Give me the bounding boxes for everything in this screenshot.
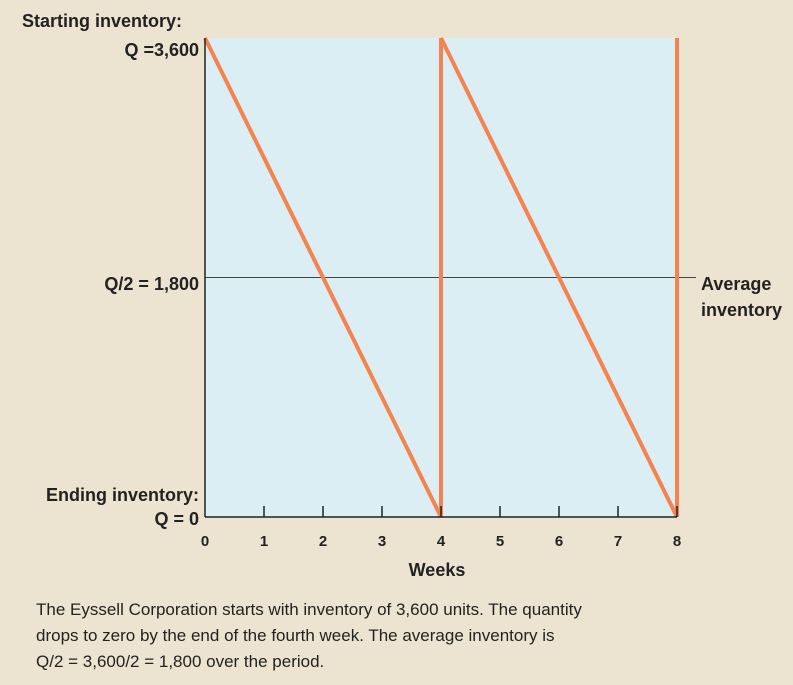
x-tick-label: 4: [437, 533, 446, 550]
ending-inventory-value: Q = 0: [154, 509, 199, 529]
inventory-line-segment: [439, 37, 679, 518]
x-tick-label: 6: [555, 533, 563, 550]
average-label-line2: inventory: [701, 300, 782, 320]
inventory-line-segment: [203, 37, 443, 518]
caption-line-1: The Eyssell Corporation starts with inve…: [36, 600, 582, 619]
average-label-line1: Average: [701, 274, 771, 294]
x-tick-label: 2: [319, 533, 327, 550]
inventory-chart: 0 1 2 3 4 5 6 7 8 Starting inventory: Q =3,600 Q…: [22, 11, 782, 580]
caption-line-2: drops to zero by the end of the fourth w…: [36, 626, 555, 645]
starting-inventory-value: Q =3,600: [124, 40, 199, 60]
ending-inventory-title: Ending inventory:: [46, 485, 199, 505]
figure-caption: The Eyssell Corporation starts with inve…: [36, 597, 696, 675]
x-tick-label: 8: [673, 533, 681, 550]
starting-inventory-title: Starting inventory:: [22, 11, 182, 31]
x-tick-label: 1: [260, 533, 268, 550]
x-tick-label: 0: [201, 533, 209, 550]
x-tick-label: 7: [614, 533, 622, 550]
x-axis-label: Weeks: [409, 560, 466, 580]
caption-line-3: Q/2 = 3,600/2 = 1,800 over the period.: [36, 652, 325, 671]
average-value-label: Q/2 = 1,800: [104, 274, 199, 294]
x-tick-label: 5: [496, 533, 504, 550]
x-tick-label: 3: [378, 533, 386, 550]
